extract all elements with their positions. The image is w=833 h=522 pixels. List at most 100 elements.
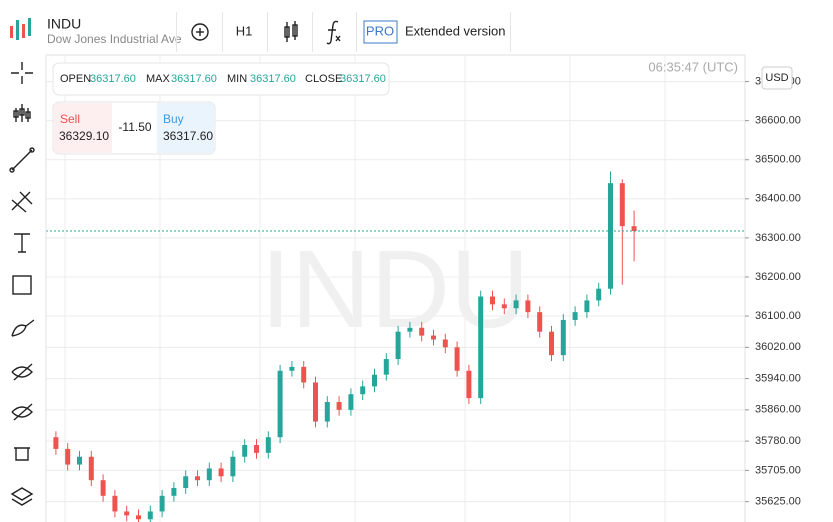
- candle-body: [206, 468, 212, 481]
- top-bar: [0, 0, 833, 55]
- candle-body: [372, 374, 377, 387]
- candle-body: [466, 370, 472, 399]
- delete-all-tool[interactable]: [14, 447, 30, 461]
- y-tick-label: 36100.00: [755, 310, 801, 322]
- currency-box[interactable]: [761, 66, 793, 90]
- candle-body: [560, 319, 566, 356]
- y-tick-label: 35705.00: [755, 464, 801, 476]
- fib-tool[interactable]: [11, 191, 33, 213]
- separator: [510, 12, 511, 52]
- y-tick-label: 36020.00: [755, 341, 801, 353]
- separator: [222, 12, 223, 52]
- y-tick-label: 36400.00: [755, 193, 801, 205]
- separator: [267, 12, 268, 52]
- left-toolbar: [0, 55, 46, 522]
- candle-body: [254, 445, 259, 453]
- y-tick-label: 36300.00: [755, 232, 801, 244]
- candle-body: [608, 183, 613, 289]
- sell-label[interactable]: Sell: [60, 112, 80, 126]
- candle-body: [313, 382, 318, 422]
- candle-body: [324, 402, 330, 422]
- clock: 06:35:47 (UTC): [648, 59, 738, 74]
- y-tick-label: 36200.00: [755, 271, 801, 283]
- candle-body: [490, 296, 495, 305]
- brush-tool[interactable]: [11, 319, 35, 337]
- candle-body: [619, 183, 625, 227]
- logo: [10, 18, 31, 40]
- candle-body: [631, 226, 637, 232]
- marks: [46, 171, 745, 522]
- buy-button[interactable]: [157, 103, 214, 153]
- spread: -11.50: [118, 120, 151, 134]
- extended-version[interactable]: Extended version: [405, 23, 505, 38]
- candle-body: [147, 511, 153, 520]
- candle-body: [360, 386, 366, 395]
- y-tick-label: 35780.00: [755, 435, 801, 447]
- buy-label[interactable]: Buy: [163, 112, 184, 126]
- currency[interactable]: USD: [765, 72, 788, 84]
- candle-body: [383, 359, 389, 375]
- shape-tool[interactable]: [12, 275, 32, 295]
- ohlc-label: CLOSE: [305, 73, 342, 85]
- candle-body: [112, 495, 118, 512]
- fx-button[interactable]: [326, 20, 341, 45]
- text-tool[interactable]: [14, 233, 30, 253]
- hide-drawings-tool[interactable]: [11, 363, 33, 381]
- candle-body: [513, 300, 519, 309]
- timeframe-button[interactable]: H1: [236, 23, 253, 38]
- candle-body: [549, 331, 554, 356]
- ohlc-value: 36317.60: [90, 73, 136, 85]
- chart-type-button[interactable]: [284, 21, 298, 42]
- indicator-tool[interactable]: [13, 104, 31, 122]
- ohlc-value: 36317.60: [340, 73, 386, 85]
- candle-body: [596, 288, 602, 301]
- candle-body: [77, 456, 82, 465]
- y-tick-label: 35625.00: [755, 496, 801, 508]
- candle-body: [65, 448, 71, 465]
- candle-body: [124, 511, 130, 516]
- candle-body: [584, 300, 590, 313]
- buy-price[interactable]: 36317.60: [163, 129, 213, 143]
- y-tick-label: 35940.00: [755, 372, 801, 384]
- candle-body: [537, 312, 543, 332]
- ohlc-label: OPEN: [60, 73, 91, 85]
- candle-body: [183, 476, 189, 489]
- pro-badge[interactable]: [363, 20, 398, 44]
- candle-body: [501, 304, 507, 309]
- candle-body: [265, 437, 271, 453]
- candle-body: [88, 456, 94, 481]
- watermark: INDU: [261, 228, 530, 351]
- candle-body: [442, 339, 448, 348]
- add-indicator-button[interactable]: [191, 23, 209, 41]
- candle-body: [572, 312, 578, 320]
- candle-body: [336, 402, 342, 410]
- pro-label[interactable]: PRO: [366, 23, 394, 38]
- candle-body: [100, 480, 106, 496]
- line-tool[interactable]: [9, 147, 35, 173]
- ohlc-value: 36317.60: [171, 73, 217, 85]
- magnet-tool[interactable]: [11, 403, 33, 421]
- separator: [176, 12, 177, 52]
- candle-body: [478, 296, 484, 399]
- layers-tool[interactable]: [10, 487, 34, 506]
- symbol-name: Dow Jones Industrial Ave: [47, 32, 182, 46]
- ohlc-label: MIN: [227, 73, 247, 85]
- sell-button[interactable]: [54, 103, 112, 153]
- y-tick-label: 36600.00: [755, 115, 801, 127]
- separator: [356, 12, 357, 52]
- candle-body: [171, 488, 177, 496]
- y-tick-label: 35860.00: [755, 404, 801, 416]
- sell-price[interactable]: 36329.10: [59, 129, 109, 143]
- candle-body: [431, 335, 436, 340]
- separator: [312, 12, 313, 52]
- candle-body: [53, 437, 59, 449]
- candle-body: [159, 495, 165, 512]
- candle-body: [348, 394, 354, 410]
- candle-body: [289, 366, 295, 371]
- crosshair-tool[interactable]: [11, 62, 33, 84]
- candle-body: [525, 300, 531, 313]
- candle-body: [419, 327, 425, 336]
- ohlc-box: [52, 62, 390, 96]
